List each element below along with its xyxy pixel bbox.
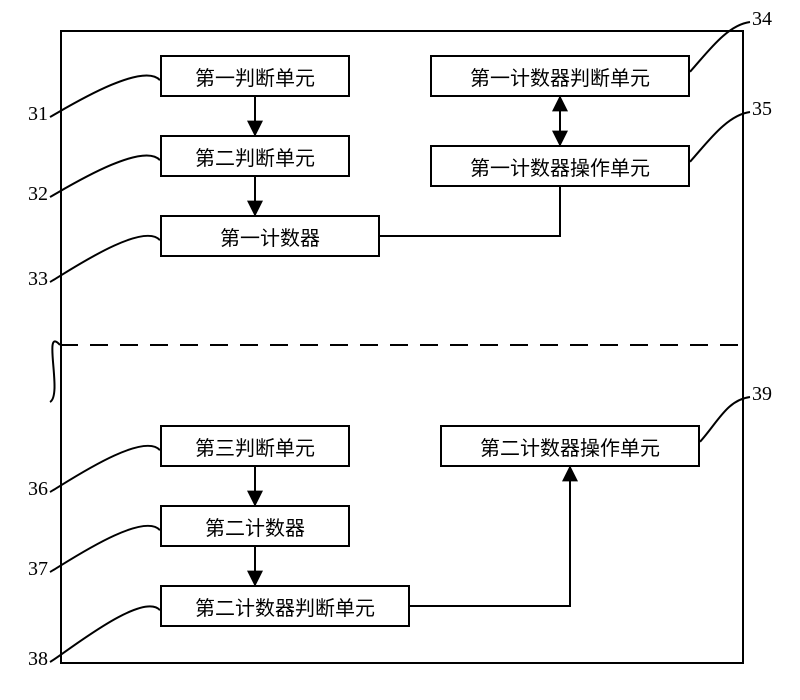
node-n31: 第一判断单元 bbox=[160, 55, 350, 97]
node-n39: 第二计数器操作单元 bbox=[440, 425, 700, 467]
ref-number-text: 35 bbox=[752, 98, 772, 120]
node-label: 第一计数器 bbox=[220, 222, 320, 251]
node-label: 第二计数器 bbox=[205, 512, 305, 541]
ref-number-31: 31 bbox=[28, 103, 48, 126]
ref-number-36: 36 bbox=[28, 478, 48, 501]
ref-number-text: 34 bbox=[752, 8, 772, 30]
ref-number-text: 36 bbox=[28, 478, 48, 500]
node-label: 第一计数器判断单元 bbox=[470, 62, 650, 91]
ref-number-text: 38 bbox=[28, 648, 48, 670]
ref-number-32: 32 bbox=[28, 183, 48, 206]
node-n37: 第二计数器 bbox=[160, 505, 350, 547]
leader-ldiv bbox=[50, 341, 60, 402]
node-label: 第一判断单元 bbox=[195, 62, 315, 91]
node-label: 第二判断单元 bbox=[195, 142, 315, 171]
node-n36: 第三判断单元 bbox=[160, 425, 350, 467]
ref-number-39: 39 bbox=[752, 383, 772, 406]
ref-number-text: 31 bbox=[28, 103, 48, 125]
node-n32: 第二判断单元 bbox=[160, 135, 350, 177]
node-label: 第三判断单元 bbox=[195, 432, 315, 461]
ref-number-text: 32 bbox=[28, 183, 48, 205]
node-n33: 第一计数器 bbox=[160, 215, 380, 257]
ref-number-text: 33 bbox=[28, 268, 48, 290]
ref-number-35: 35 bbox=[752, 98, 772, 121]
node-label: 第一计数器操作单元 bbox=[470, 152, 650, 181]
node-n34: 第一计数器判断单元 bbox=[430, 55, 690, 97]
ref-number-33: 33 bbox=[28, 268, 48, 291]
node-n35: 第一计数器操作单元 bbox=[430, 145, 690, 187]
outer-frame bbox=[60, 30, 744, 664]
node-label: 第二计数器操作单元 bbox=[480, 432, 660, 461]
ref-number-text: 39 bbox=[752, 383, 772, 405]
ref-number-38: 38 bbox=[28, 648, 48, 671]
ref-number-34: 34 bbox=[752, 8, 772, 31]
ref-number-text: 37 bbox=[28, 558, 48, 580]
diagram-canvas: 第一判断单元第二判断单元第一计数器 第一计数器判断单元第一计数器操作单元第三判断单… bbox=[0, 0, 800, 700]
ref-number-37: 37 bbox=[28, 558, 48, 581]
node-label: 第二计数器判断单元 bbox=[195, 592, 375, 621]
node-n38: 第二计数器判断单元 bbox=[160, 585, 410, 627]
